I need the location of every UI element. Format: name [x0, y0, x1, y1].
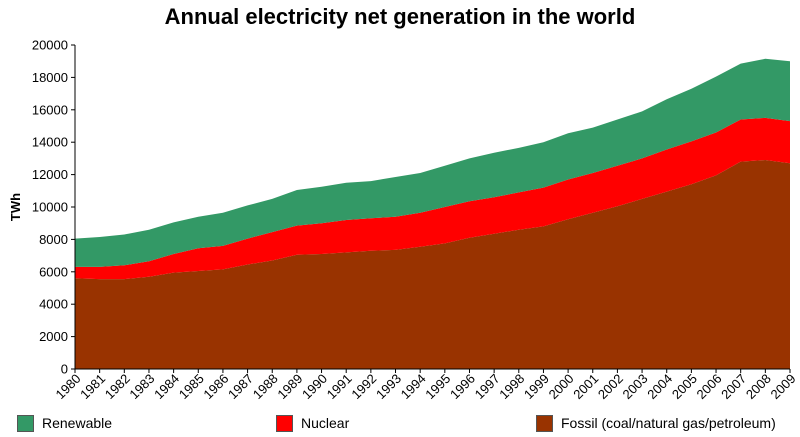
legend: Renewable Nuclear Fossil (coal/natural g… [0, 412, 800, 437]
x-tick-label: 2005 [669, 371, 700, 402]
x-tick-label: 1985 [176, 371, 207, 402]
y-ticks: 0 2000 4000 6000 8000 10000 12000 14000 16000 180… [32, 38, 75, 377]
chart-title: Annual electricity net generation in the… [164, 4, 636, 29]
x-tick-label: 2001 [570, 371, 601, 402]
x-tick-label: 2003 [620, 371, 651, 402]
x-tick-label: 1995 [422, 371, 453, 402]
x-tick-label: 1997 [472, 371, 503, 402]
x-tick-label: 1998 [496, 371, 527, 402]
y-tick-label: 20000 [32, 38, 68, 53]
x-ticks: 1980198119821983198419851986198719881989… [52, 369, 799, 402]
area-nuclear [75, 117, 790, 280]
legend-swatch-nuclear [276, 414, 293, 432]
area-layer [75, 58, 790, 369]
x-tick-label: 1992 [348, 371, 379, 402]
x-tick-label: 1987 [225, 371, 256, 402]
y-tick-label: 16000 [32, 102, 68, 117]
legend-swatch-fossil [536, 414, 553, 432]
x-tick-label: 1986 [200, 371, 231, 402]
y-tick-label: 2000 [39, 329, 68, 344]
y-tick-label: 10000 [32, 200, 68, 215]
x-tick-label: 1991 [324, 371, 355, 402]
x-tick-label: 1993 [373, 371, 404, 402]
legend-label: Fossil (coal/natural gas/petroleum) [561, 415, 776, 431]
x-tick-label: 2006 [694, 371, 725, 402]
x-tick-label: 1988 [250, 371, 281, 402]
y-tick-label: 14000 [32, 135, 68, 150]
x-tick-label: 2009 [767, 371, 798, 402]
x-tick-label: 1990 [299, 371, 330, 402]
y-tick-label: 6000 [39, 264, 68, 279]
legend-swatch-renewable [17, 414, 34, 432]
x-tick-label: 1996 [447, 371, 478, 402]
y-tick-label: 4000 [39, 297, 68, 312]
legend-label: Nuclear [301, 415, 350, 431]
x-tick-label: 1981 [77, 371, 108, 402]
x-tick-label: 1984 [151, 371, 182, 402]
x-tick-label: 2004 [644, 371, 675, 402]
legend-item-fossil: Fossil (coal/natural gas/petroleum) [536, 412, 776, 434]
legend-item-renewable: Renewable [17, 412, 112, 434]
x-tick-label: 1999 [521, 371, 552, 402]
y-axis-label: TWh [8, 193, 23, 221]
x-tick-label: 2002 [595, 371, 626, 402]
y-tick-label: 18000 [32, 70, 68, 85]
area-fossil [75, 160, 790, 369]
area-renewable [75, 58, 790, 267]
x-tick-label: 1982 [102, 371, 133, 402]
x-tick-label: 1983 [126, 371, 157, 402]
y-tick-label: 0 [61, 362, 68, 377]
y-tick-label: 8000 [39, 232, 68, 247]
x-tick-label: 1980 [52, 371, 83, 402]
x-tick-label: 1994 [398, 371, 429, 402]
legend-item-nuclear: Nuclear [276, 412, 349, 434]
x-tick-label: 2008 [743, 371, 774, 402]
y-tick-label: 12000 [32, 167, 68, 182]
x-tick-label: 2007 [718, 371, 749, 402]
x-tick-label: 2000 [546, 371, 577, 402]
x-tick-label: 1989 [274, 371, 305, 402]
legend-label: Renewable [42, 415, 113, 431]
